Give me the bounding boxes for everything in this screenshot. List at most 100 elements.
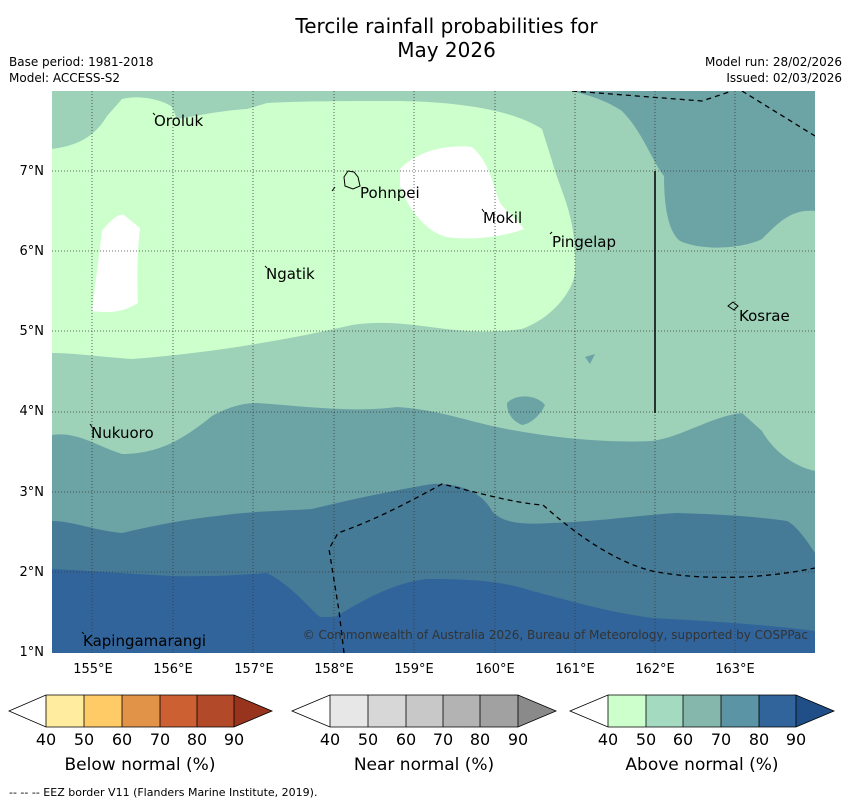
below-swatch-2: [84, 695, 122, 727]
colorbars: [7, 694, 836, 728]
title-line-1: Tercile rainfall probabilities for: [295, 14, 598, 38]
lat-label-1n: 1°N: [19, 645, 45, 660]
copyright-notice: © Commonwealth of Australia 2026, Bureau…: [303, 628, 808, 642]
above-tick-90: 90: [785, 730, 807, 749]
lon-label-159e: 159°E: [394, 662, 434, 677]
below-swatch-6: [234, 695, 272, 727]
lat-label-4n: 4°N: [19, 404, 45, 419]
above-tick-70: 70: [710, 730, 732, 749]
band-above-80-90: [52, 569, 815, 653]
below-tick-60: 60: [111, 730, 133, 749]
meta-right: Model run: 28/02/2026 Issued: 02/03/2026: [705, 54, 842, 86]
colorbar-near: [290, 694, 558, 728]
near-swatch-4: [443, 695, 480, 727]
near-tick-60: 60: [395, 730, 417, 749]
lon-label-160e: 160°E: [475, 662, 515, 677]
place-kapingamarangi: Kapingamarangi: [83, 632, 206, 650]
lat-label-7n: 7°N: [19, 164, 45, 179]
lon-label-156e: 156°E: [153, 662, 193, 677]
above-tick-60: 60: [672, 730, 694, 749]
near-tick-50: 50: [357, 730, 379, 749]
place-ngatik: Ngatik: [266, 265, 315, 283]
above-swatch-2: [646, 695, 683, 727]
below-tick-70: 70: [149, 730, 171, 749]
above-tick-40: 40: [597, 730, 619, 749]
white-region-west: [92, 214, 140, 313]
above-tick-80: 80: [748, 730, 770, 749]
near-swatch-0: [292, 695, 330, 727]
colorbar-below: [7, 694, 274, 728]
near-tick-70: 70: [432, 730, 454, 749]
near-tick-40: 40: [319, 730, 341, 749]
issued-date: Issued: 02/03/2026: [726, 71, 842, 85]
below-normal-label: Below normal (%): [64, 755, 216, 775]
map-title: Tercile rainfall probabilities for May 2…: [0, 14, 850, 62]
map-svg: Oroluk Pohnpei Mokil Pingelap Ngatik Kos…: [52, 91, 815, 653]
kosrae-island: [727, 301, 739, 311]
lon-label-162e: 162°E: [635, 662, 675, 677]
mokil-atoll: [481, 208, 485, 213]
below-tick-90: 90: [223, 730, 245, 749]
meta-left: Base period: 1981-2018 Model: ACCESS-S2: [9, 54, 154, 86]
above-swatch-4: [721, 695, 759, 727]
white-region-central: [400, 146, 524, 239]
oroluk-atoll: [152, 112, 156, 116]
nukuoro-atoll: [89, 423, 93, 428]
near-normal-label: Near normal (%): [353, 755, 495, 775]
above-swatch-1: [608, 695, 646, 727]
lat-label-5n: 5°N: [19, 324, 45, 339]
title-line-2: May 2026: [397, 38, 496, 62]
blob-above-60-70-b: [585, 354, 595, 364]
base-period: Base period: 1981-2018: [9, 55, 154, 69]
model-run: Model run: 28/02/2026: [704, 55, 842, 69]
colorbar-above: [568, 694, 836, 728]
lat-label-6n: 6°N: [19, 244, 45, 259]
above-tick-50: 50: [635, 730, 657, 749]
lon-label-158e: 158°E: [314, 662, 354, 677]
below-tick-80: 80: [186, 730, 208, 749]
lon-label-163e: 163°E: [715, 662, 755, 677]
islands: [81, 112, 739, 635]
pohnpei-island: [343, 170, 361, 190]
above-swatch-5: [759, 695, 796, 727]
near-swatch-1: [330, 695, 368, 727]
place-oroluk: Oroluk: [154, 112, 203, 130]
lat-label-3n: 3°N: [19, 485, 45, 500]
below-tick-40: 40: [35, 730, 57, 749]
above-swatch-0: [570, 695, 608, 727]
lon-label-157e: 157°E: [234, 662, 274, 677]
place-pohnpei: Pohnpei: [360, 184, 420, 202]
above-swatch-3: [683, 695, 721, 727]
kapingamarangi-atoll: [81, 631, 85, 635]
model-name: Model: ACCESS-S2: [9, 71, 121, 85]
near-tick-80: 80: [469, 730, 491, 749]
lon-label-155e: 155°E: [73, 662, 113, 677]
ant-atoll: [331, 186, 336, 192]
lat-label-2n: 2°N: [19, 565, 45, 580]
below-swatch-5: [197, 695, 234, 727]
band-above-60-70-northeast: [572, 91, 815, 248]
place-pingelap: Pingelap: [552, 233, 616, 251]
place-mokil: Mokil: [483, 209, 522, 227]
place-kosrae: Kosrae: [739, 307, 790, 325]
near-swatch-6: [518, 695, 556, 727]
eez-footer-note: -- -- -- EEZ border V11 (Flanders Marine…: [9, 786, 318, 799]
below-swatch-0: [9, 695, 46, 727]
near-swatch-3: [406, 695, 443, 727]
below-swatch-4: [160, 695, 197, 727]
below-swatch-1: [46, 695, 84, 727]
lon-label-161e: 161°E: [555, 662, 595, 677]
below-swatch-3: [122, 695, 160, 727]
ngatik-atoll: [264, 265, 268, 269]
near-swatch-2: [368, 695, 406, 727]
near-tick-90: 90: [507, 730, 529, 749]
eez-border-lines: [328, 91, 815, 653]
below-tick-50: 50: [73, 730, 95, 749]
near-swatch-5: [480, 695, 518, 727]
map-plot: Oroluk Pohnpei Mokil Pingelap Ngatik Kos…: [52, 91, 815, 653]
pingelap-atoll: [549, 231, 553, 235]
place-nukuoro: Nukuoro: [91, 424, 154, 442]
above-normal-label: Above normal (%): [625, 755, 779, 775]
blob-above-60-70-a: [507, 396, 545, 425]
above-swatch-6: [796, 695, 834, 727]
